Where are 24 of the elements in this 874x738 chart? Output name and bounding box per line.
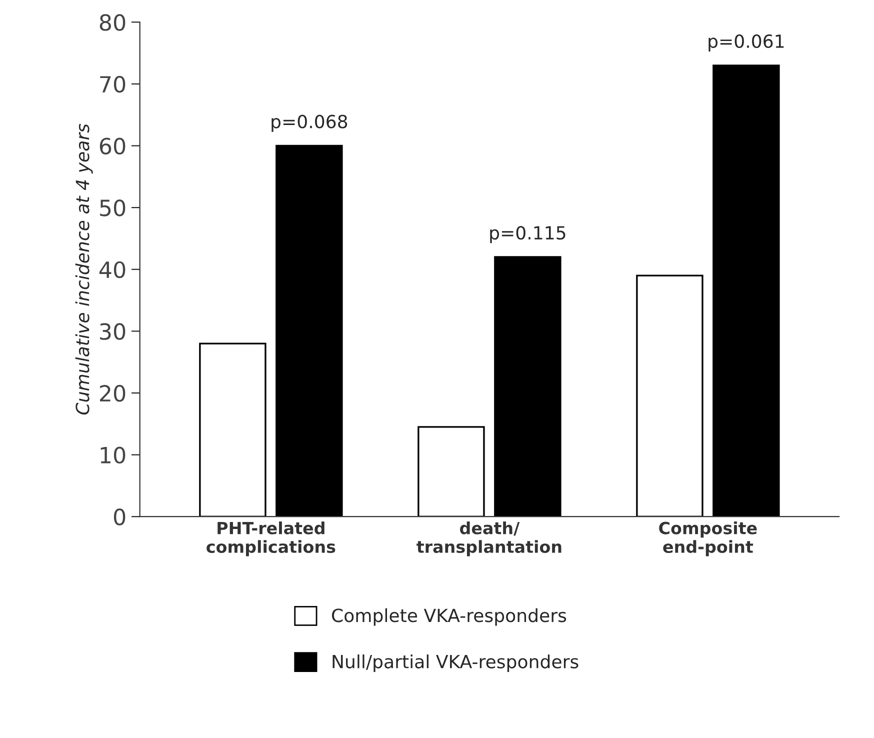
y-tick-label: 20 — [100, 384, 126, 402]
y-tick-label: 50 — [100, 200, 126, 216]
annotation: p=0.061 — [708, 34, 784, 52]
x-tick-label: Composite end-point — [659, 521, 757, 556]
bar — [712, 64, 780, 517]
y-tick-label: 60 — [100, 138, 126, 155]
bar — [199, 342, 266, 517]
y-axis-title: Cumulative incidence at 4 years — [75, 124, 93, 414]
x-tick-label: PHT-related complications — [206, 521, 336, 556]
y-tick-label: 80 — [100, 14, 126, 31]
y-tick-label: 70 — [100, 76, 126, 93]
bar — [636, 274, 704, 517]
annotation: p=0.115 — [490, 226, 566, 244]
legend-label: Null/partial VKA-responders — [332, 654, 578, 672]
legend-label: Complete VKA-responders — [332, 608, 566, 626]
x-tick-label: death/ transplantation — [416, 521, 562, 556]
y-tick-label: 10 — [100, 446, 126, 464]
bar — [418, 426, 485, 517]
y-tick-label: 30 — [100, 323, 126, 340]
bar — [494, 256, 562, 517]
y-tick-label: 0 — [114, 508, 126, 526]
bar — [276, 144, 343, 517]
annotation: p=0.068 — [272, 114, 348, 132]
y-tick-label: 40 — [99, 261, 126, 278]
